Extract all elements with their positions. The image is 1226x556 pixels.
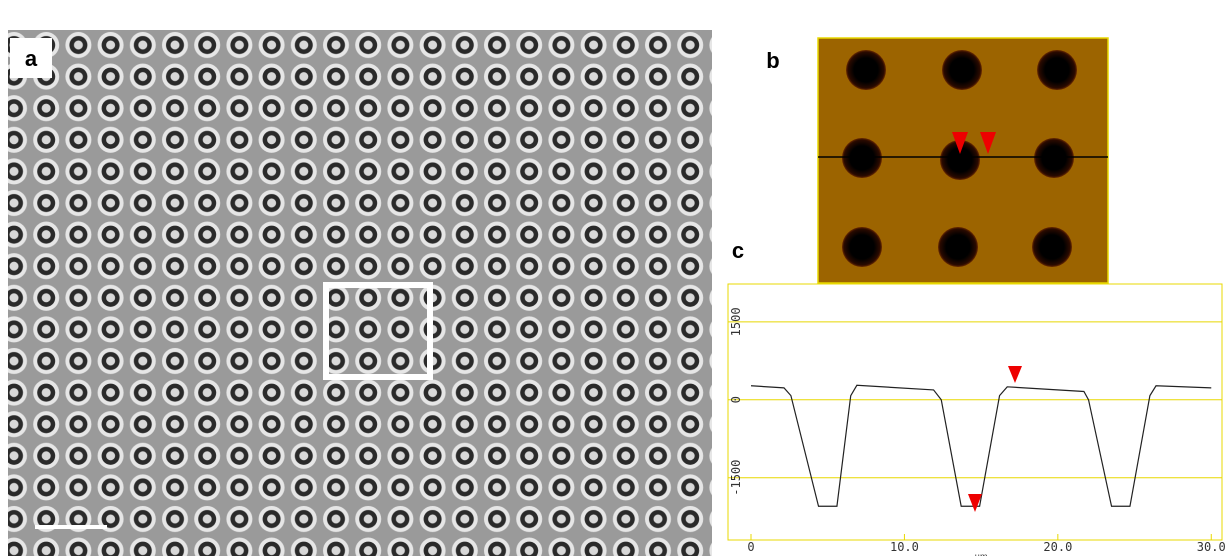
y-tick-label: -1500	[729, 460, 743, 496]
x-tick-label: 10.0	[890, 540, 919, 554]
panel-label: a	[25, 46, 38, 71]
y-tick-label: 0	[729, 396, 743, 403]
panel-label: b	[766, 48, 779, 73]
panel-label: c	[732, 238, 744, 263]
x-axis-label: µm	[975, 551, 988, 556]
figure: a b c -1500 0 1500 0 10.0 20.0 30.0 µm	[0, 0, 1226, 556]
x-tick-label: 30.0	[1197, 540, 1226, 554]
afm-holes	[842, 50, 1077, 267]
x-tick-label: 0	[747, 540, 754, 554]
micrograph	[8, 30, 712, 556]
x-tick-label: 20.0	[1043, 540, 1072, 554]
y-tick-label: 1500	[729, 307, 743, 336]
